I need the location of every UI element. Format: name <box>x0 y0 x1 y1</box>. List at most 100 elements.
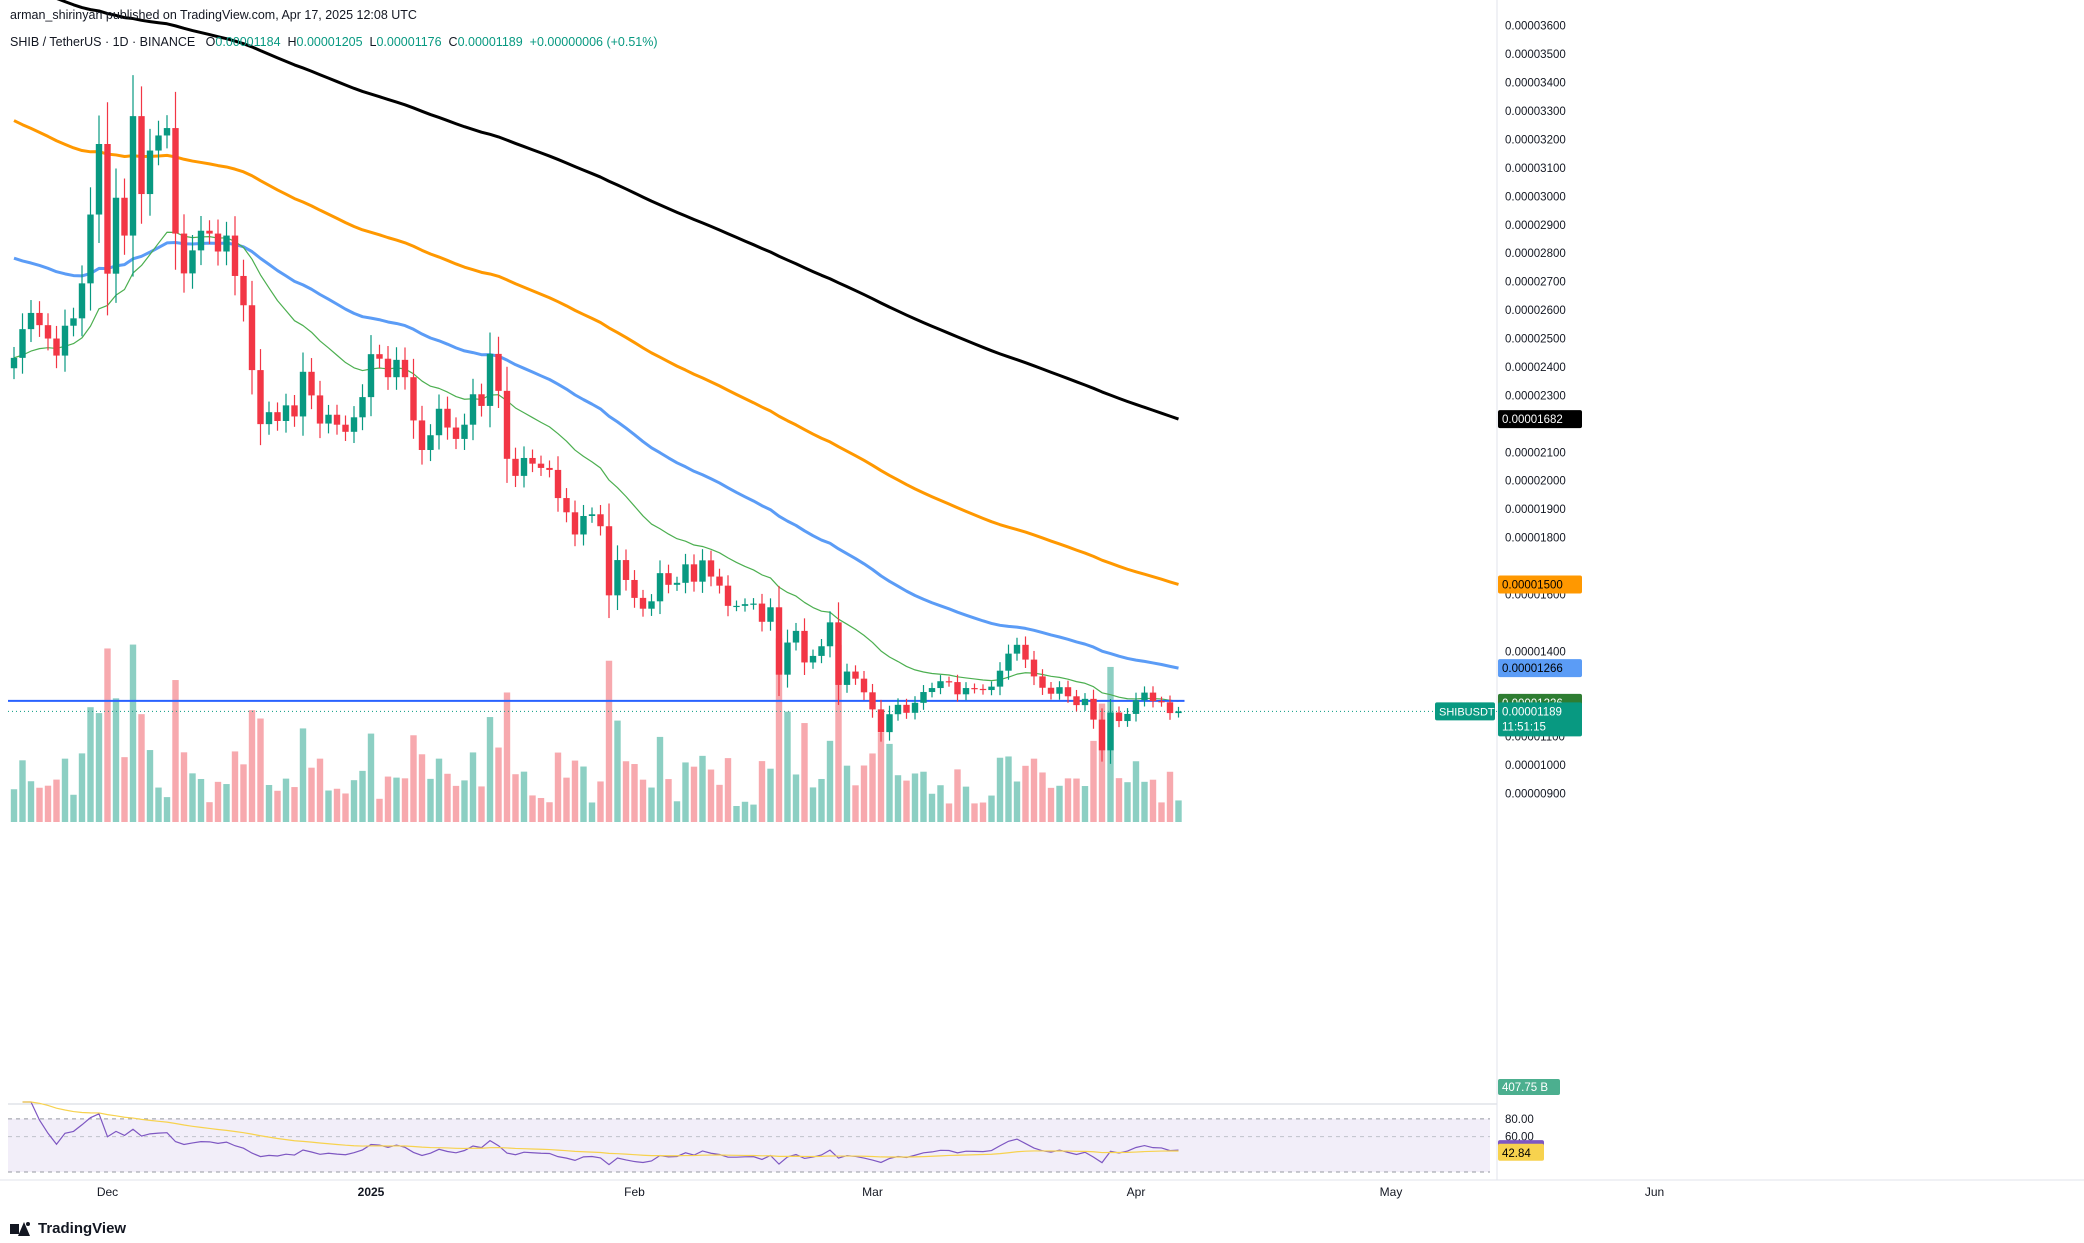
volume-bar <box>988 795 995 822</box>
candle <box>911 696 919 720</box>
candle-body <box>979 688 987 691</box>
candle-body <box>189 250 196 274</box>
candle-body <box>792 630 800 643</box>
candle <box>291 394 298 427</box>
ema50-price-tag-bg <box>1498 659 1582 678</box>
volume-bar <box>580 766 587 822</box>
x-tick-label: Feb <box>624 1185 645 1199</box>
candle-body <box>869 692 876 710</box>
volume-bar <box>503 692 511 822</box>
volume-bar <box>869 753 876 822</box>
candle-body <box>682 564 689 583</box>
volume-bar <box>1030 758 1038 822</box>
candle <box>1030 650 1038 686</box>
volume-bar <box>1064 778 1072 822</box>
candle-body <box>223 235 230 252</box>
candle-body <box>333 414 341 425</box>
candle-body <box>495 353 502 391</box>
x-tick-label: Jun <box>1645 1185 1664 1199</box>
candle-body <box>418 420 426 451</box>
volume-bar <box>758 761 766 822</box>
last-price-tag: 0.00001189 <box>1502 706 1562 718</box>
candle-body <box>826 622 834 647</box>
volume-bar <box>410 735 417 822</box>
candle-body <box>316 395 324 424</box>
candle <box>988 681 995 696</box>
candle-body <box>716 576 723 586</box>
candle <box>197 216 205 266</box>
volume-bar <box>835 644 842 822</box>
candle <box>1047 682 1055 700</box>
candle-body <box>588 514 596 516</box>
volume-bar <box>886 743 893 822</box>
y-tick-label: 0.00001800 <box>1505 533 1566 545</box>
candle <box>44 313 52 351</box>
published-info: arman_shirinyan published on TradingView… <box>10 8 417 22</box>
candle-body <box>622 560 630 580</box>
candle-body <box>1166 702 1174 714</box>
volume-bar <box>138 714 145 822</box>
volume-bar <box>240 764 247 822</box>
volume-bar <box>826 740 834 822</box>
volume-bar <box>622 761 630 822</box>
candle-body <box>928 688 936 693</box>
volume-bar <box>979 802 987 822</box>
volume-bar <box>1132 761 1140 822</box>
candle-body <box>733 605 740 608</box>
candle <box>112 168 120 303</box>
high-label: H <box>287 35 297 49</box>
volume-bar <box>546 802 553 822</box>
candle <box>1132 692 1140 722</box>
candle-body <box>639 597 647 609</box>
volume-bar <box>690 766 698 822</box>
volume-bar <box>588 802 596 822</box>
candle <box>1166 695 1174 720</box>
volume-bar <box>444 773 451 822</box>
ema50-line <box>13 241 1179 670</box>
candle-body <box>945 681 953 683</box>
candle-body <box>631 579 638 598</box>
candle <box>410 358 417 439</box>
candle-body <box>1141 692 1148 701</box>
candle-body <box>648 601 655 609</box>
candle-body <box>257 370 264 425</box>
candle-body <box>410 377 417 421</box>
volume-bar <box>53 779 60 822</box>
candle-body <box>138 116 145 195</box>
y-tick-label: 0.00001000 <box>1505 760 1566 772</box>
volume-bar <box>36 787 43 822</box>
candle <box>393 347 400 390</box>
volume-bar <box>155 787 162 822</box>
candle-body <box>1107 712 1114 751</box>
candle <box>452 417 460 450</box>
volume-bar <box>418 754 426 822</box>
candle <box>19 313 26 374</box>
candle <box>690 554 698 592</box>
candle <box>1081 693 1089 711</box>
candle-body <box>877 709 885 733</box>
volume-bar <box>146 750 154 822</box>
candle <box>920 685 927 710</box>
volume-bar <box>350 780 358 822</box>
candle <box>478 383 485 417</box>
candle-body <box>367 354 375 398</box>
volume-bar <box>597 781 604 822</box>
candle-body <box>784 642 791 675</box>
volume-bar <box>265 784 273 822</box>
candle-body <box>894 704 902 715</box>
open-value: 0.00001184 <box>215 35 281 49</box>
low-label: L <box>369 35 377 49</box>
candle <box>826 611 834 658</box>
volume-bar <box>342 793 349 822</box>
candle-body <box>393 359 400 378</box>
candle <box>597 505 604 536</box>
candle <box>1149 686 1157 708</box>
x-tick-label: 2025 <box>358 1185 385 1199</box>
volume-bar <box>928 793 936 822</box>
candle-body <box>325 414 332 424</box>
candle-body <box>70 318 77 326</box>
candle <box>155 120 162 166</box>
candle <box>886 705 893 741</box>
volume-bar <box>1175 800 1182 822</box>
